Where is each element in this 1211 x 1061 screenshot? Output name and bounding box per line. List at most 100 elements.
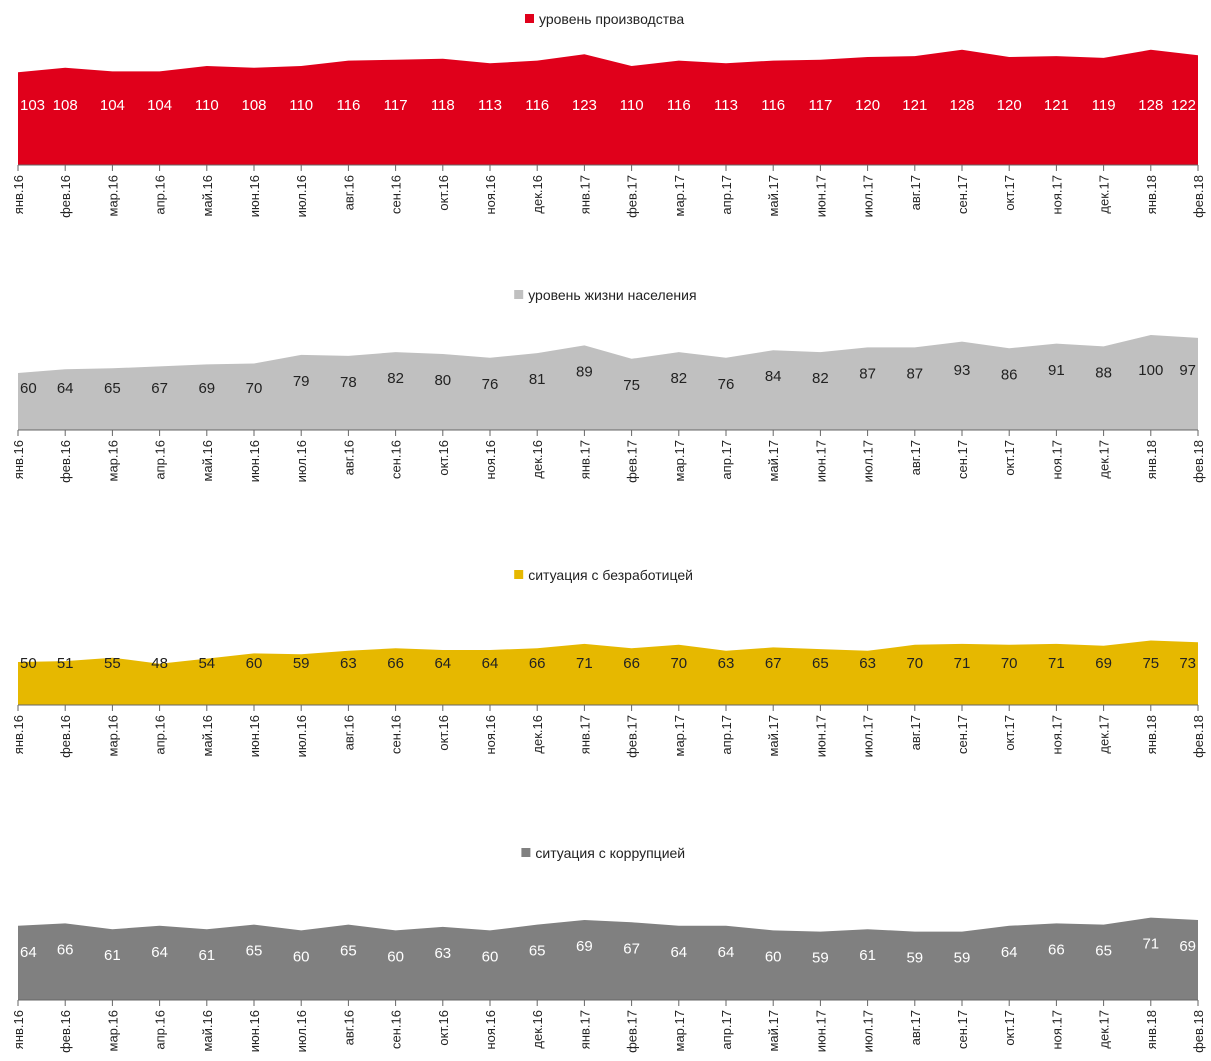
data-label: 63 bbox=[340, 655, 357, 672]
x-tick-label: сен.16 bbox=[389, 715, 404, 754]
legend-label: уровень производства bbox=[539, 11, 684, 27]
x-tick-label: янв.17 bbox=[577, 715, 592, 754]
x-tick-label: апр.16 bbox=[153, 1010, 168, 1050]
x-tick-label: окт.17 bbox=[1002, 715, 1017, 751]
x-tick-label: янв.16 bbox=[11, 175, 26, 214]
x-tick-label: мар.16 bbox=[105, 715, 120, 756]
x-tick-label: ноя.16 bbox=[483, 440, 498, 480]
x-tick-label: фев.18 bbox=[1191, 175, 1206, 218]
x-tick-label: июл.16 bbox=[294, 1010, 309, 1052]
x-tick-label: окт.16 bbox=[436, 175, 451, 211]
data-label: 88 bbox=[1095, 364, 1112, 381]
data-label: 116 bbox=[525, 97, 549, 114]
data-label: 65 bbox=[104, 380, 121, 397]
data-label: 66 bbox=[57, 941, 74, 958]
data-label: 100 bbox=[1138, 362, 1163, 379]
data-label: 64 bbox=[57, 380, 74, 397]
data-label: 82 bbox=[812, 370, 829, 387]
data-label: 123 bbox=[572, 97, 597, 114]
data-label: 63 bbox=[859, 655, 876, 672]
x-tick-label: июл.17 bbox=[861, 175, 876, 217]
x-tick-label: дек.17 bbox=[1097, 440, 1112, 479]
data-label: 64 bbox=[718, 944, 735, 961]
x-tick-label: дек.17 bbox=[1097, 175, 1112, 214]
x-tick-label: ноя.16 bbox=[483, 715, 498, 755]
chart-panel-1: уровень производства янв.16 103 фев.16 108 ма… bbox=[11, 11, 1206, 218]
x-tick-label: фев.17 bbox=[625, 440, 640, 483]
data-label: 59 bbox=[954, 950, 971, 967]
x-tick-label: июл.16 bbox=[294, 175, 309, 217]
data-label: 81 bbox=[529, 371, 546, 388]
data-label: 110 bbox=[620, 97, 644, 114]
x-tick-label: авг.17 bbox=[908, 1010, 923, 1045]
data-label: 69 bbox=[1179, 938, 1196, 955]
data-label: 116 bbox=[667, 97, 691, 114]
data-label: 104 bbox=[100, 97, 125, 114]
x-tick-label: дек.16 bbox=[530, 175, 545, 214]
x-tick-label: окт.16 bbox=[436, 715, 451, 751]
series-area bbox=[18, 335, 1198, 430]
data-label: 64 bbox=[434, 655, 451, 672]
series-area bbox=[18, 49, 1198, 165]
data-label: 70 bbox=[1001, 655, 1018, 672]
data-label: 84 bbox=[765, 368, 782, 385]
data-label: 117 bbox=[808, 97, 832, 114]
data-label: 65 bbox=[529, 943, 546, 960]
x-tick-label: июн.17 bbox=[813, 175, 828, 217]
data-label: 128 bbox=[949, 97, 974, 114]
data-label: 69 bbox=[1095, 655, 1112, 672]
x-tick-label: авг.16 bbox=[341, 440, 356, 475]
x-tick-label: июн.16 bbox=[247, 715, 262, 757]
data-label: 67 bbox=[151, 380, 168, 397]
x-tick-label: фев.16 bbox=[58, 175, 73, 218]
x-tick-label: апр.16 bbox=[153, 175, 168, 215]
x-tick-label: июл.17 bbox=[861, 440, 876, 482]
data-label: 69 bbox=[198, 380, 215, 397]
x-tick-label: июн.17 bbox=[813, 440, 828, 482]
x-tick-label: июл.17 bbox=[861, 1010, 876, 1052]
data-label: 60 bbox=[293, 948, 310, 965]
x-tick-label: авг.16 bbox=[341, 175, 356, 210]
x-tick-label: авг.17 bbox=[908, 715, 923, 750]
x-tick-label: янв.16 bbox=[11, 440, 26, 479]
data-label: 64 bbox=[20, 944, 37, 961]
series-area bbox=[18, 640, 1198, 705]
x-tick-label: дек.16 bbox=[530, 715, 545, 754]
data-label: 121 bbox=[902, 97, 927, 114]
data-label: 82 bbox=[387, 370, 404, 387]
data-label: 122 bbox=[1171, 97, 1196, 114]
data-label: 120 bbox=[855, 97, 880, 114]
data-label: 61 bbox=[104, 947, 121, 964]
data-label: 82 bbox=[670, 370, 687, 387]
data-label: 73 bbox=[1179, 655, 1196, 672]
data-label: 89 bbox=[576, 363, 593, 380]
data-label: 113 bbox=[714, 97, 738, 114]
data-label: 63 bbox=[434, 945, 451, 962]
x-tick-label: мар.17 bbox=[672, 715, 687, 756]
x-tick-label: фев.18 bbox=[1191, 715, 1206, 758]
data-label: 116 bbox=[761, 97, 785, 114]
x-tick-label: фев.16 bbox=[58, 715, 73, 758]
data-label: 108 bbox=[241, 97, 266, 114]
x-tick-label: май.17 bbox=[766, 715, 781, 757]
data-label: 104 bbox=[147, 97, 172, 114]
data-label: 80 bbox=[434, 372, 451, 389]
data-label: 67 bbox=[623, 940, 640, 957]
x-tick-label: авг.17 bbox=[908, 175, 923, 210]
x-tick-label: сен.17 bbox=[955, 715, 970, 754]
data-label: 64 bbox=[1001, 944, 1018, 961]
data-label: 65 bbox=[812, 655, 829, 672]
data-label: 69 bbox=[576, 938, 593, 955]
data-label: 48 bbox=[151, 655, 168, 672]
legend-swatch bbox=[514, 290, 524, 299]
data-label: 75 bbox=[1142, 655, 1159, 672]
x-tick-label: сен.17 bbox=[955, 175, 970, 214]
data-label: 121 bbox=[1044, 97, 1069, 114]
x-tick-label: май.17 bbox=[766, 440, 781, 482]
data-label: 66 bbox=[623, 655, 640, 672]
x-tick-label: май.16 bbox=[200, 715, 215, 757]
legend-swatch bbox=[521, 848, 531, 857]
x-tick-label: июн.16 bbox=[247, 440, 262, 482]
legend-label: ситуация с безработицей bbox=[528, 567, 693, 583]
x-tick-label: апр.17 bbox=[719, 175, 734, 215]
